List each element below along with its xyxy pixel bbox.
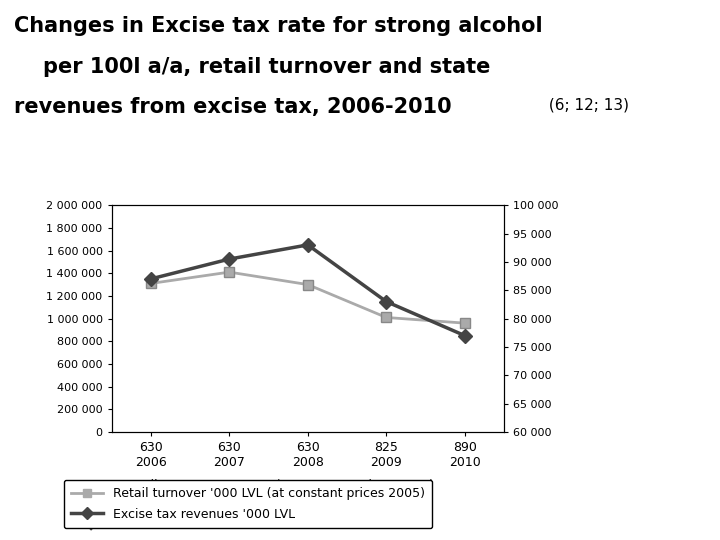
Text: Retail turnover '000 LVL (at constant prices 2005): Retail turnover '000 LVL (at constant pr… (122, 480, 434, 492)
Text: —◆—: —◆— (72, 517, 110, 531)
Text: Excise tax revenues '000 LVL: Excise tax revenues '000 LVL (122, 517, 305, 530)
Text: Changes in Excise tax rate for strong alcohol: Changes in Excise tax rate for strong al… (14, 16, 543, 36)
Text: —■—: —■— (72, 479, 112, 493)
Text: revenues from excise tax, 2006-2010: revenues from excise tax, 2006-2010 (14, 97, 452, 117)
Text: (6; 12; 13): (6; 12; 13) (544, 97, 629, 112)
Legend: Retail turnover '000 LVL (at constant prices 2005), Excise tax revenues '000 LVL: Retail turnover '000 LVL (at constant pr… (64, 480, 432, 528)
Text: per 100l a/a, retail turnover and state: per 100l a/a, retail turnover and state (14, 57, 491, 77)
